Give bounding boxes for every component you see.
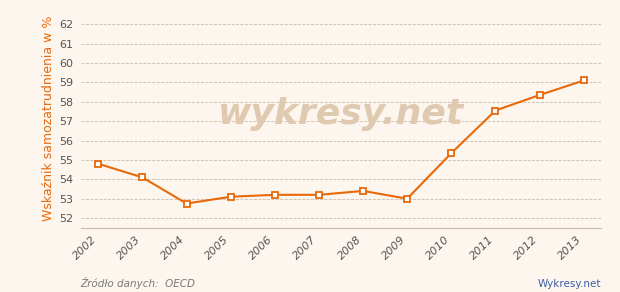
Text: Wykresy.net: Wykresy.net: [538, 279, 601, 289]
Text: Źródło danych:  OECD: Źródło danych: OECD: [81, 277, 195, 289]
Text: wykresy.net: wykresy.net: [218, 97, 464, 131]
Y-axis label: Wskaźnik samozatrudnienia w %: Wskaźnik samozatrudnienia w %: [42, 15, 55, 221]
